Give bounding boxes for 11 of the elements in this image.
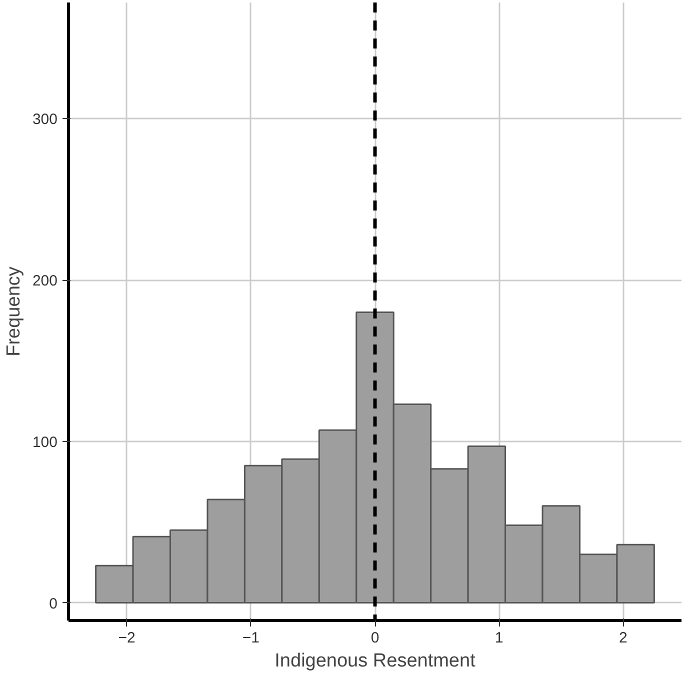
x-tick-label: 0 (370, 630, 380, 646)
x-tick-label: 2 (619, 630, 628, 646)
x-tick-label: 1 (494, 630, 504, 646)
y-tick-label: 0 (49, 595, 58, 612)
y-tick-label: 300 (32, 111, 58, 128)
x-tick-label: −2 (118, 630, 136, 646)
y-tick-label: 200 (32, 272, 58, 290)
x-axis-title: Indigenous Resentment (274, 650, 476, 672)
y-axis-title: Frequency (3, 266, 24, 356)
y-tick-label: 100 (32, 434, 58, 451)
x-tick-label: −1 (242, 630, 260, 646)
